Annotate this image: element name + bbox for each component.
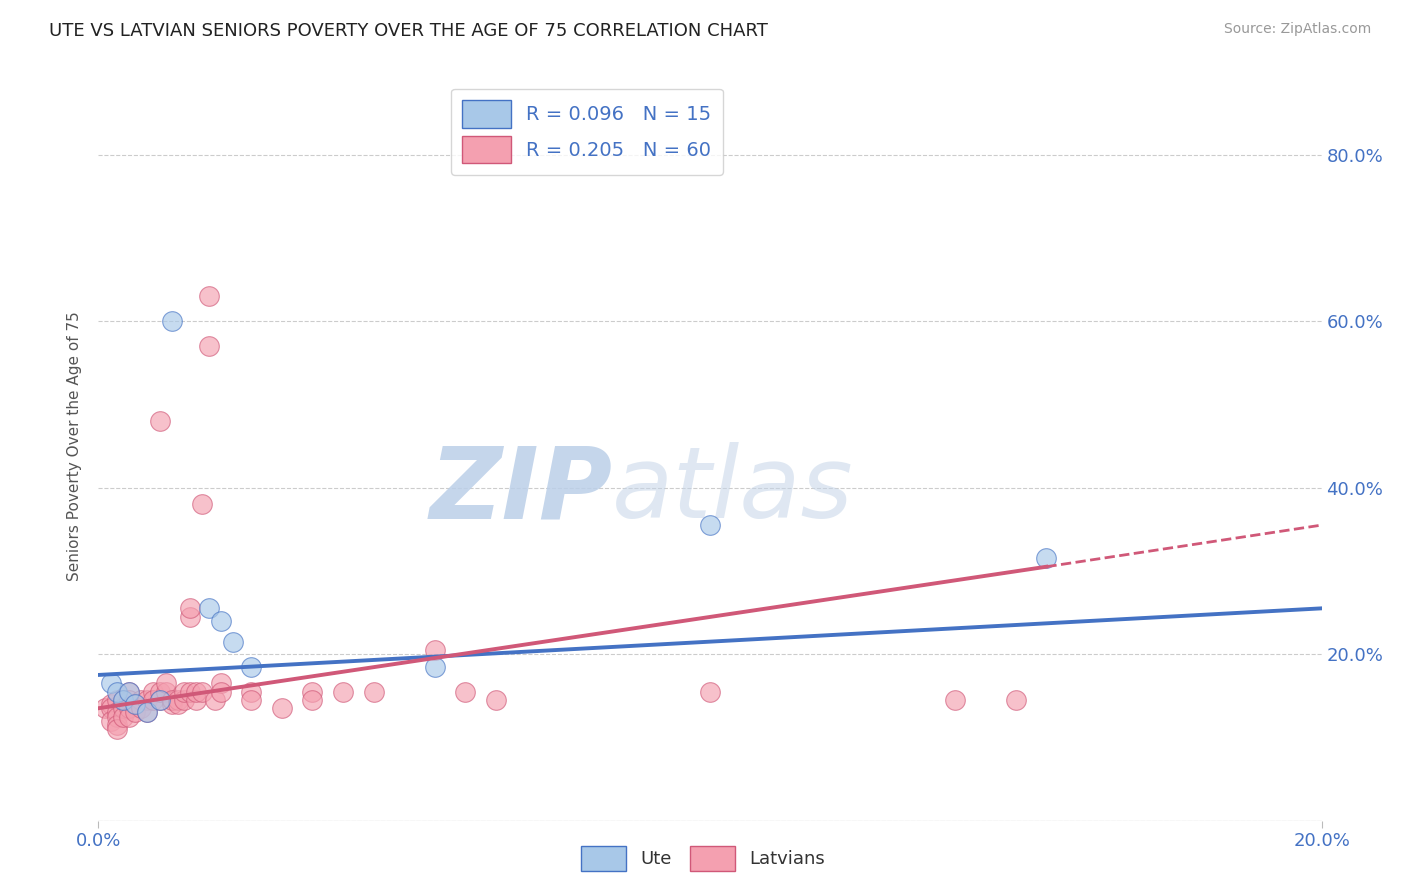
Point — [105, 706, 128, 720]
Point — [129, 693, 152, 707]
Point — [155, 676, 177, 690]
Point — [699, 518, 721, 533]
Point — [454, 684, 477, 698]
Point — [100, 714, 122, 728]
Point — [186, 693, 208, 707]
Point — [93, 701, 115, 715]
Text: Source: ZipAtlas.com: Source: ZipAtlas.com — [1223, 22, 1371, 37]
Point — [179, 684, 201, 698]
Point — [118, 684, 141, 698]
Point — [197, 289, 219, 303]
Point — [222, 634, 245, 648]
Point — [160, 314, 183, 328]
Point — [105, 722, 128, 736]
Point — [105, 693, 128, 707]
Point — [105, 718, 128, 732]
Point — [142, 693, 165, 707]
Point — [124, 697, 146, 711]
Point — [423, 643, 446, 657]
Point — [191, 497, 214, 511]
Point — [100, 676, 122, 690]
Point — [124, 706, 146, 720]
Point — [129, 701, 152, 715]
Point — [118, 684, 141, 698]
Text: ZIP: ZIP — [429, 442, 612, 540]
Point — [1035, 551, 1057, 566]
Point — [149, 414, 172, 428]
Point — [363, 684, 385, 698]
Point — [160, 693, 183, 707]
Text: UTE VS LATVIAN SENIORS POVERTY OVER THE AGE OF 75 CORRELATION CHART: UTE VS LATVIAN SENIORS POVERTY OVER THE … — [49, 22, 768, 40]
Point — [270, 701, 292, 715]
Point — [142, 684, 165, 698]
Point — [149, 693, 172, 707]
Point — [240, 684, 263, 698]
Point — [209, 684, 232, 698]
Text: atlas: atlas — [612, 442, 853, 540]
Point — [149, 684, 172, 698]
Point — [111, 693, 134, 707]
Point — [124, 697, 146, 711]
Point — [204, 693, 226, 707]
Point — [240, 659, 263, 673]
Point — [105, 684, 128, 698]
Point — [111, 709, 134, 723]
Point — [485, 693, 508, 707]
Point — [179, 601, 201, 615]
Point — [100, 697, 122, 711]
Point — [209, 676, 232, 690]
Point — [301, 684, 323, 698]
Point — [118, 701, 141, 715]
Point — [160, 697, 183, 711]
Point — [173, 693, 195, 707]
Point — [423, 659, 446, 673]
Point — [1004, 693, 1026, 707]
Point — [136, 693, 159, 707]
Y-axis label: Seniors Poverty Over the Age of 75: Seniors Poverty Over the Age of 75 — [67, 311, 83, 581]
Point — [197, 339, 219, 353]
Point — [118, 693, 141, 707]
Point — [167, 693, 190, 707]
Point — [167, 697, 190, 711]
Point — [105, 709, 128, 723]
Point — [191, 684, 214, 698]
Point — [149, 693, 172, 707]
Point — [155, 684, 177, 698]
Point — [699, 684, 721, 698]
Point — [136, 706, 159, 720]
Point — [209, 614, 232, 628]
Legend: R = 0.096   N = 15, R = 0.205   N = 60: R = 0.096 N = 15, R = 0.205 N = 60 — [451, 88, 723, 175]
Point — [240, 693, 263, 707]
Point — [111, 701, 134, 715]
Point — [301, 693, 323, 707]
Point — [179, 609, 201, 624]
Point — [100, 701, 122, 715]
Point — [136, 706, 159, 720]
Legend: Ute, Latvians: Ute, Latvians — [574, 838, 832, 879]
Point — [118, 709, 141, 723]
Point — [332, 684, 354, 698]
Point — [173, 684, 195, 698]
Point — [943, 693, 966, 707]
Point — [197, 601, 219, 615]
Point — [186, 684, 208, 698]
Point — [111, 693, 134, 707]
